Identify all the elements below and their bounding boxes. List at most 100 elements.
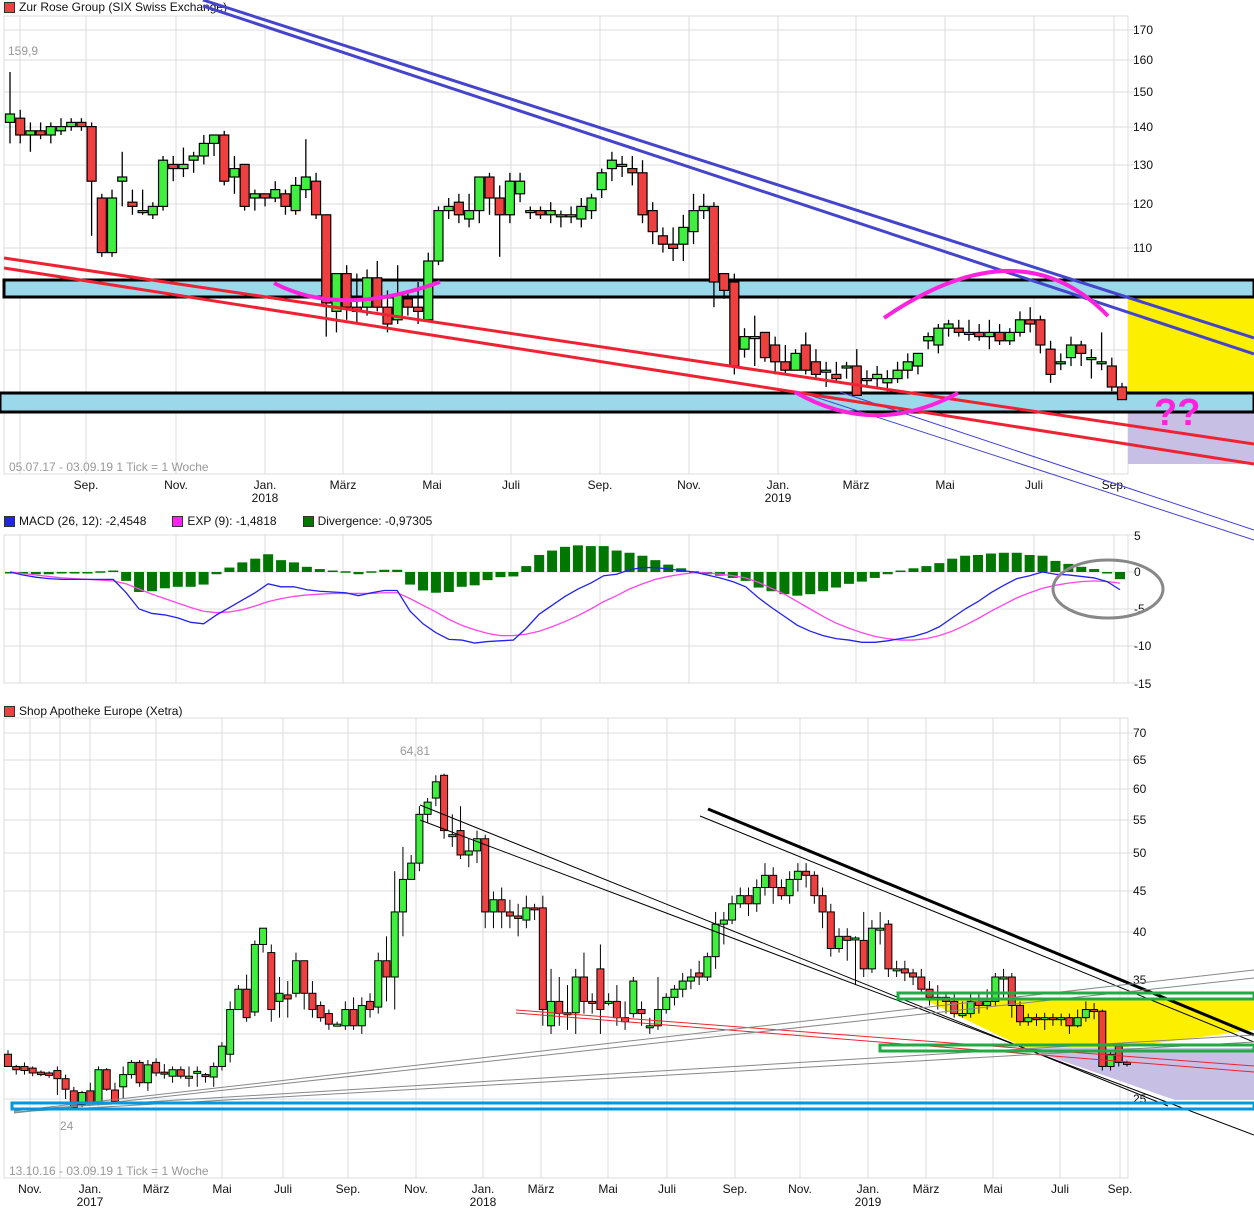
divergence-bar — [250, 558, 261, 572]
candle-down — [657, 235, 669, 245]
divergence-bar — [121, 572, 132, 581]
candle-down — [494, 197, 505, 216]
candle-up — [892, 968, 901, 972]
candle-up — [586, 197, 597, 212]
plot-frame — [3, 15, 1129, 475]
candle-down — [300, 960, 309, 994]
y-axis-label: 160 — [1133, 53, 1153, 67]
divergence-bar — [327, 570, 338, 573]
magenta-arc-bottom-1 — [273, 280, 441, 303]
candle-up — [654, 1009, 663, 1027]
candle-up — [571, 976, 580, 1014]
candle-up — [78, 1091, 87, 1106]
candle-down — [530, 907, 539, 911]
candle-down — [668, 243, 679, 249]
candle-up — [4, 113, 16, 123]
candle-up — [522, 907, 531, 921]
candle-down — [176, 1069, 185, 1077]
candle-up — [821, 369, 832, 373]
divergence-bar — [973, 554, 984, 572]
x-axis-label: Sep. — [336, 1182, 361, 1196]
candle-down — [974, 331, 985, 338]
exp-line — [9, 571, 1121, 641]
divergence-bar — [818, 572, 829, 592]
candle-up — [698, 205, 709, 212]
y-axis-label: 120 — [1133, 197, 1153, 211]
y-axis-label: 50 — [1133, 846, 1147, 860]
divergence-bar — [766, 572, 777, 592]
candle-down — [950, 1000, 959, 1015]
divergence-bar — [572, 545, 583, 572]
candle-up — [882, 378, 893, 384]
divergence-bar — [146, 572, 157, 592]
candle-up — [606, 159, 618, 170]
candle-up — [688, 210, 699, 233]
candle-up — [1073, 1017, 1082, 1027]
candle-down — [884, 923, 893, 970]
candle-down — [242, 988, 251, 1019]
candle-down — [535, 210, 546, 216]
candle-up — [861, 378, 873, 382]
candle-up — [117, 176, 128, 182]
x-axis-label: Juli — [1051, 1182, 1069, 1196]
candle-down — [321, 214, 332, 304]
candle-down — [15, 117, 26, 136]
divergence-bar — [456, 572, 467, 587]
candle-up — [226, 1009, 235, 1055]
candle-down — [719, 273, 730, 292]
divergence-bar — [547, 550, 558, 572]
candle-up — [835, 935, 844, 950]
candle-up — [66, 121, 77, 128]
divergence-bar — [5, 572, 15, 574]
candle-down — [514, 915, 523, 919]
y-axis-label: 110 — [1133, 241, 1152, 255]
candle-up — [785, 878, 794, 897]
x-axis-label: Nov. — [677, 478, 701, 492]
legend-divergence: Divergence: -0,97305 — [302, 514, 432, 528]
candle-down — [481, 838, 490, 913]
macd-swatch — [4, 515, 15, 527]
x-axis-year: 2018 — [252, 491, 279, 505]
candle-up — [249, 193, 260, 199]
plot-frame — [3, 717, 1129, 1179]
candle-down — [769, 874, 778, 889]
divergence-bar — [134, 572, 145, 592]
divergence-bar — [482, 572, 493, 581]
candle-up — [943, 323, 954, 329]
divergence-bar — [998, 552, 1009, 572]
date-range-label: 05.07.17 - 03.09.19 1 Tick = 1 Woche — [9, 460, 209, 474]
series-color-swatch — [4, 705, 15, 717]
candle-up — [678, 226, 689, 245]
divergence-bar — [443, 572, 454, 592]
x-axis-label: März — [528, 1182, 555, 1196]
macd-legend: MACD (26, 12): -2,4548 EXP (9): -1,4818 … — [4, 514, 432, 528]
candle-up — [137, 210, 148, 214]
candle-up — [958, 1013, 967, 1017]
candle-down — [596, 968, 605, 1011]
x-axis-label: Jan. — [254, 478, 277, 492]
green-support-zone — [878, 1043, 1254, 1053]
divergence-bar — [379, 569, 390, 572]
candle-down — [1065, 1017, 1074, 1027]
candle-down — [900, 968, 909, 974]
candle-up — [234, 988, 243, 1011]
y-axis-label: 55 — [1133, 813, 1147, 827]
black-thin-trendline — [699, 815, 1254, 1043]
candle-down — [810, 361, 822, 375]
candle-down — [86, 125, 97, 182]
candle-up — [431, 781, 440, 799]
candle-up — [686, 976, 695, 982]
candle-up — [645, 1025, 654, 1029]
candle-down — [637, 1009, 646, 1015]
divergence-bar — [288, 562, 299, 572]
candle-down — [627, 168, 638, 174]
candle-down — [96, 197, 107, 254]
y-axis-label: -5 — [1134, 602, 1145, 616]
candle-up — [851, 937, 860, 941]
candle-down — [168, 163, 179, 170]
candle-up — [1065, 344, 1077, 359]
x-axis-label: Sep. — [1108, 1182, 1133, 1196]
candle-up — [514, 180, 526, 195]
purple-triangle-zone — [1025, 1048, 1254, 1100]
divergence-bar — [30, 572, 41, 575]
